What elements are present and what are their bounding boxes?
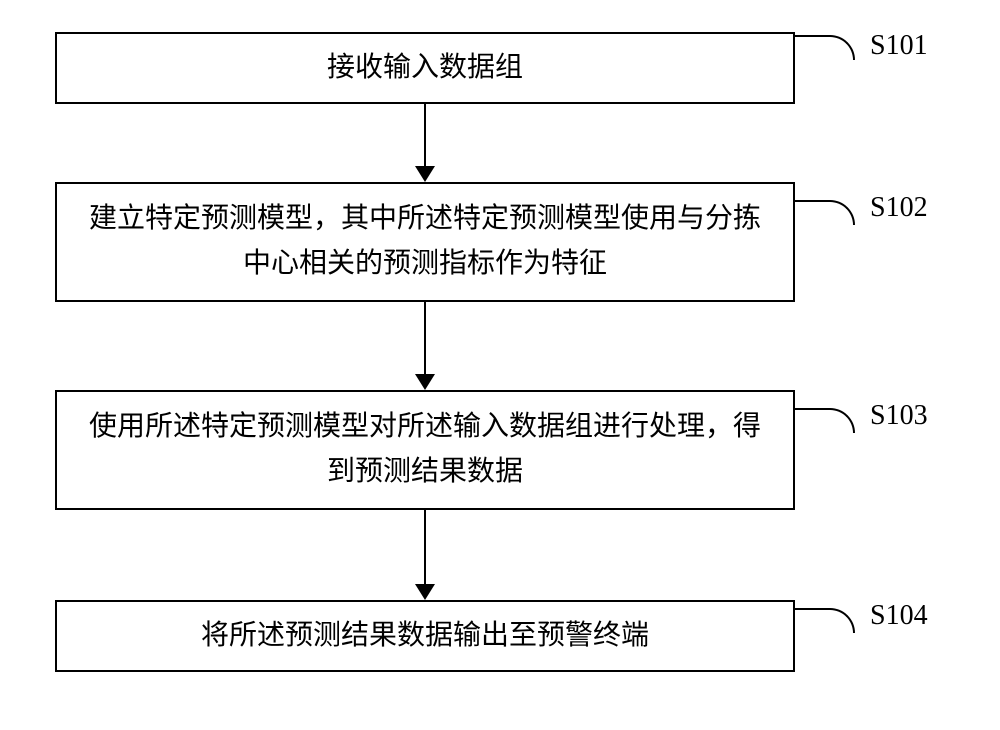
- step-label: S102: [870, 192, 928, 224]
- flowchart-arrow: [424, 302, 426, 374]
- flowchart-arrow: [424, 510, 426, 584]
- step-text: 接收输入数据组: [327, 46, 523, 91]
- step-text: 将所述预测结果数据输出至预警终端: [201, 614, 649, 659]
- step-label: S103: [870, 400, 928, 432]
- flowchart-step: 接收输入数据组: [55, 32, 795, 104]
- step-text: 使用所述特定预测模型对所述输入数据组进行处理，得到预测结果数据: [77, 405, 773, 495]
- label-connector: [795, 408, 855, 433]
- flowchart-container: 接收输入数据组 S101 建立特定预测模型，其中所述特定预测模型使用与分拣中心相…: [0, 0, 1000, 730]
- arrow-head-icon: [415, 166, 435, 182]
- step-label: S101: [870, 30, 928, 62]
- label-connector: [795, 35, 855, 60]
- step-text: 建立特定预测模型，其中所述特定预测模型使用与分拣中心相关的预测指标作为特征: [77, 197, 773, 287]
- flowchart-step: 使用所述特定预测模型对所述输入数据组进行处理，得到预测结果数据: [55, 390, 795, 510]
- arrow-head-icon: [415, 374, 435, 390]
- step-label: S104: [870, 600, 928, 632]
- label-connector: [795, 200, 855, 225]
- flowchart-step: 将所述预测结果数据输出至预警终端: [55, 600, 795, 672]
- flowchart-arrow: [424, 104, 426, 166]
- flowchart-step: 建立特定预测模型，其中所述特定预测模型使用与分拣中心相关的预测指标作为特征: [55, 182, 795, 302]
- arrow-head-icon: [415, 584, 435, 600]
- label-connector: [795, 608, 855, 633]
